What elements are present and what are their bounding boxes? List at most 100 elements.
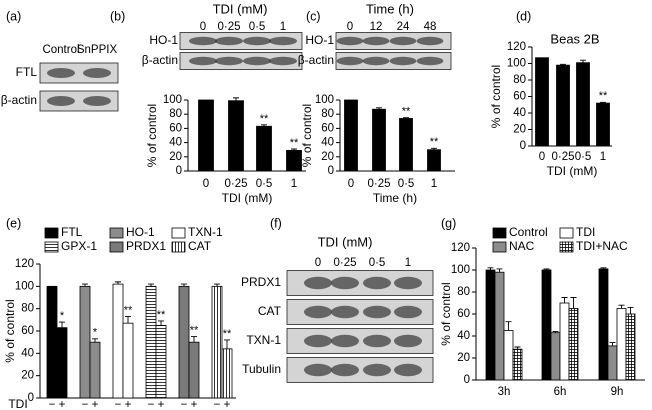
- row-label: CAT: [258, 304, 282, 318]
- blot-band: [331, 305, 359, 319]
- bar: [178, 285, 190, 399]
- row-label: HO-1: [149, 33, 178, 47]
- significance: **: [157, 309, 166, 321]
- chart-title: Beas 2B: [550, 31, 599, 46]
- blot-band: [363, 363, 391, 377]
- significance: **: [430, 136, 439, 148]
- significance: **: [599, 90, 608, 102]
- error-bar: [505, 321, 512, 331]
- bar: [198, 99, 214, 172]
- x-tick-label: 0: [348, 178, 354, 190]
- x-tick-label: 1: [291, 178, 297, 190]
- y-tick-label: 40: [513, 107, 526, 119]
- panel-label: (d): [516, 9, 531, 23]
- blot-band: [304, 305, 332, 319]
- blot-title: TDI (mM): [213, 1, 268, 16]
- y-tick-label: 80: [321, 108, 334, 120]
- y-axis-label: % of control: [489, 65, 503, 128]
- error-bar: [125, 316, 131, 324]
- y-tick-label: 20: [457, 352, 470, 364]
- blot-title: Time (h): [366, 1, 414, 16]
- bar: [155, 325, 167, 399]
- bar: [616, 308, 627, 381]
- y-tick-label: 100: [451, 264, 470, 276]
- blot-band: [394, 276, 422, 290]
- y-axis-label: % of control: [145, 104, 159, 167]
- legend-swatch: [492, 241, 507, 253]
- bar: [427, 149, 441, 172]
- error-bar: [609, 342, 616, 346]
- blot-band: [47, 68, 75, 78]
- significance: *: [93, 327, 98, 339]
- significance: **: [223, 328, 232, 340]
- lane-label: SnPPIX: [77, 44, 118, 56]
- y-tick-label: 60: [169, 122, 182, 134]
- y-tick-label: 0: [328, 165, 334, 177]
- y-tick-label: 20: [21, 370, 34, 382]
- y-tick-label: 20: [321, 151, 334, 163]
- x-axis-label: TDI (mM): [547, 164, 598, 178]
- y-tick-label: 60: [513, 91, 526, 103]
- row-label: TXN-1: [246, 333, 281, 347]
- blot-band: [363, 305, 391, 319]
- legend-swatch: [109, 227, 124, 239]
- blot-strip: [39, 62, 119, 84]
- legend-label: FTL: [61, 225, 83, 239]
- error-bar: [627, 306, 634, 314]
- blot-band: [416, 56, 444, 66]
- bar: [112, 283, 124, 399]
- error-bar: [59, 321, 65, 328]
- error-bar: [570, 297, 577, 309]
- panel-label: (e): [6, 216, 21, 230]
- error-bar: [376, 107, 382, 110]
- x-tick-label: 0·25: [551, 151, 574, 163]
- blot-band: [363, 334, 391, 348]
- legend-label: NAC: [509, 239, 535, 253]
- x-tick-label: 0: [203, 178, 209, 190]
- blot-band: [304, 276, 332, 290]
- lane-label: 0: [315, 257, 321, 269]
- blot-band: [243, 56, 271, 66]
- x-tick-label: 0·5: [575, 151, 592, 163]
- y-tick-label: 100: [507, 58, 526, 70]
- y-tick-label: 40: [321, 137, 334, 149]
- error-bar: [487, 267, 494, 270]
- bar: [503, 330, 514, 381]
- blot-band: [416, 36, 444, 46]
- x-tick-label: −: [214, 399, 221, 410]
- x-tick-label: +: [158, 399, 165, 410]
- lane-label: 48: [424, 21, 437, 33]
- x-tick-label: −: [148, 399, 155, 410]
- legend-label: HO-1: [126, 225, 155, 239]
- y-tick-label: 20: [513, 124, 526, 136]
- y-tick-label: 80: [513, 74, 526, 86]
- x-axis-label: TDI (mM): [222, 191, 273, 205]
- x-tick-label: 3h: [498, 386, 511, 398]
- y-axis-label: % of control: [439, 282, 453, 345]
- error-bar: [431, 147, 437, 150]
- error-bar: [233, 97, 239, 101]
- blot-strip: [39, 90, 119, 112]
- row-label: Tubulin: [242, 362, 281, 376]
- y-tick-label: 120: [507, 41, 526, 53]
- lane-label: 1: [405, 257, 411, 269]
- error-bar: [561, 297, 568, 303]
- panel-label: (a): [6, 9, 21, 23]
- y-tick-label: 0: [520, 140, 526, 152]
- legend-swatch: [109, 241, 124, 253]
- x-tick-label: +: [125, 399, 132, 410]
- lane-label: Control: [42, 44, 79, 56]
- error-bar: [514, 346, 521, 350]
- y-tick-label: 100: [163, 94, 182, 106]
- x-tick-label: +: [224, 399, 231, 410]
- lane-label: 12: [370, 21, 383, 33]
- blot-title: TDI (mM): [318, 234, 373, 249]
- significance: **: [402, 106, 411, 118]
- blot-band: [189, 36, 217, 46]
- blot-band: [47, 96, 75, 106]
- bar: [494, 271, 505, 381]
- significance: *: [60, 310, 65, 322]
- row-label: β-actin: [1, 93, 37, 107]
- lane-label: 0·25: [333, 257, 356, 269]
- bar: [56, 327, 68, 399]
